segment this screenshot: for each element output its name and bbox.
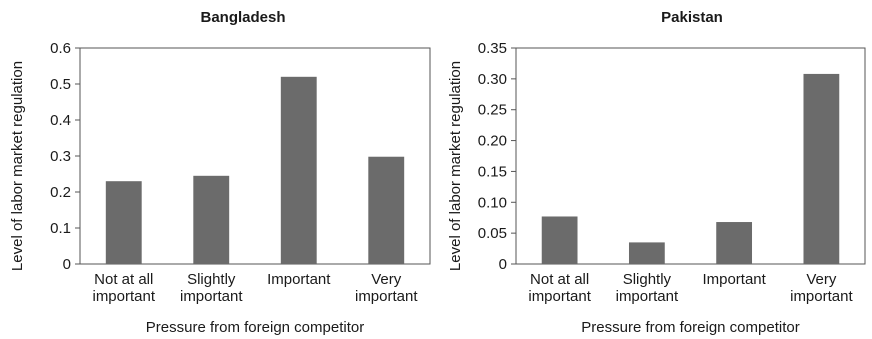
y-axis-label: Level of labor market regulation — [9, 61, 26, 271]
y-tick-label: 0.5 — [50, 76, 71, 93]
y-tick-label: 0.25 — [478, 102, 507, 119]
x-tick-label-line: Important — [702, 271, 766, 288]
x-tick-label-line: important — [616, 288, 679, 305]
x-tick-label: Not at all important — [528, 271, 591, 305]
x-tick-label: Not at all important — [92, 271, 155, 305]
x-axis-label: Pressure from foreign competitor — [146, 319, 364, 336]
y-tick-label: 0 — [63, 256, 71, 273]
bar — [628, 242, 665, 264]
x-tick-label: Slightly important — [616, 271, 679, 305]
chart-title: Pakistan — [661, 9, 723, 26]
chart-title: Bangladesh — [200, 9, 285, 26]
y-tick-label: 0.05 — [478, 225, 507, 242]
bar — [541, 216, 578, 264]
x-tick-label: Slightly important — [180, 271, 243, 305]
x-tick-label-line: important — [92, 288, 155, 305]
y-tick-label: 0.15 — [478, 163, 507, 180]
x-tick-label-line: important — [355, 288, 418, 305]
y-axis-label: Level of labor market regulation — [447, 61, 464, 271]
x-tick-label-line: Slightly — [623, 271, 672, 288]
x-tick-label-line: Not at all — [530, 271, 589, 288]
bar — [803, 73, 840, 264]
y-tick-label: 0.3 — [50, 148, 71, 165]
x-tick-label-line: Important — [267, 271, 331, 288]
bar — [105, 181, 142, 264]
x-tick-label: Important — [702, 271, 766, 288]
y-tick-label: 0.10 — [478, 194, 507, 211]
bar — [280, 76, 317, 264]
bar — [193, 175, 230, 264]
y-tick-label: 0.20 — [478, 133, 507, 150]
y-tick-label: 0.6 — [50, 40, 71, 57]
x-tick-label: Important — [267, 271, 331, 288]
x-tick-label-line: important — [528, 288, 591, 305]
y-tick-label: 0 — [499, 256, 507, 273]
y-tick-label: 0.2 — [50, 184, 71, 201]
bar — [368, 156, 405, 264]
y-tick-label: 0.1 — [50, 220, 71, 237]
x-tick-label-line: important — [790, 288, 853, 305]
bar — [716, 222, 753, 264]
x-tick-label-line: Not at all — [94, 271, 153, 288]
x-tick-label-line: Slightly — [187, 271, 236, 288]
x-tick-label-line: important — [180, 288, 243, 305]
y-tick-label: 0.35 — [478, 40, 507, 57]
chart-pakistan: Pakistan 0 0.05 0.10 0.15 0.20 0.25 0.30 0.35 Not… — [447, 9, 866, 336]
x-tick-label: Very important — [790, 271, 853, 305]
x-tick-label-line: Very — [371, 271, 402, 288]
x-axis-label: Pressure from foreign competitor — [581, 319, 799, 336]
y-tick-label: 0.30 — [478, 71, 507, 88]
x-tick-label: Very important — [355, 271, 418, 305]
plot-area-frame — [515, 47, 866, 265]
y-tick-label: 0.4 — [50, 112, 71, 129]
x-tick-label-line: Very — [806, 271, 837, 288]
